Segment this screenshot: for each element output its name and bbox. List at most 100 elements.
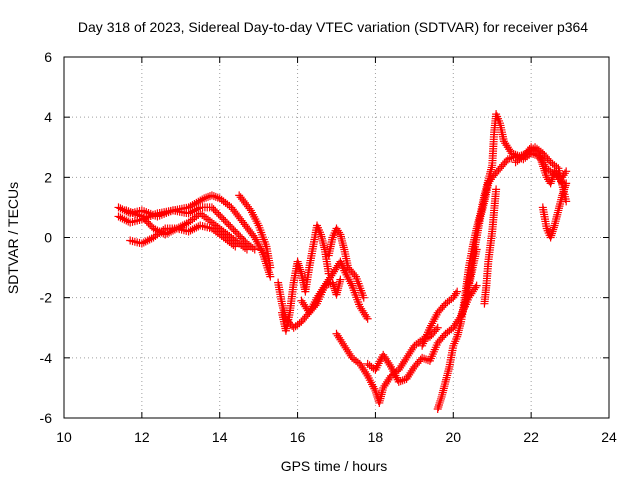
data-point — [485, 177, 494, 186]
data-point — [381, 379, 390, 388]
data-point — [139, 238, 148, 247]
data-point — [459, 305, 468, 314]
data-point — [212, 208, 221, 217]
data-point — [324, 269, 333, 278]
data-point — [192, 205, 201, 214]
data-point — [503, 155, 512, 164]
data-point — [492, 185, 501, 194]
data-point — [546, 179, 555, 188]
data-point — [505, 145, 514, 154]
data-point — [560, 183, 569, 192]
data-point — [219, 215, 228, 224]
data-point — [460, 299, 469, 308]
data-point — [221, 217, 230, 226]
series-track-10 — [332, 323, 442, 407]
data-point — [547, 175, 556, 184]
data-point — [457, 309, 466, 318]
data-point — [337, 337, 346, 346]
chart-title: Day 318 of 2023, Sidereal Day-to-day VTE… — [78, 19, 588, 35]
data-point — [114, 212, 123, 221]
data-point — [190, 206, 199, 215]
data-point — [547, 177, 556, 186]
data-point — [224, 220, 233, 229]
data-point — [209, 192, 218, 201]
data-point — [405, 349, 414, 358]
series-track-18 — [511, 143, 567, 188]
x-axis-label: GPS time / hours — [281, 458, 388, 474]
data-point — [207, 191, 216, 200]
data-point — [359, 365, 368, 374]
data-point — [406, 368, 415, 377]
data-point — [396, 377, 405, 386]
data-point — [165, 228, 174, 237]
data-point — [146, 221, 155, 230]
data-point — [433, 323, 442, 332]
data-point — [295, 319, 304, 328]
data-point — [120, 215, 129, 224]
data-point — [432, 325, 441, 334]
data-point — [336, 335, 345, 344]
data-point — [472, 281, 481, 290]
data-point — [502, 141, 511, 150]
data-point — [517, 153, 526, 162]
data-point — [467, 289, 476, 298]
data-point — [358, 306, 367, 315]
data-point — [296, 265, 305, 274]
data-point — [401, 355, 410, 364]
data-point — [143, 236, 152, 245]
data-point — [394, 377, 403, 386]
data-point — [405, 370, 414, 379]
data-point — [332, 224, 341, 233]
data-point — [402, 374, 411, 383]
data-point — [200, 194, 209, 203]
x-tick-label: 14 — [212, 429, 228, 445]
data-point — [403, 372, 412, 381]
data-point — [340, 341, 349, 350]
data-point — [507, 153, 516, 162]
data-point — [225, 201, 234, 210]
data-point — [141, 215, 150, 224]
data-point — [357, 304, 366, 313]
marks-layer — [114, 110, 571, 413]
data-point — [122, 216, 131, 225]
data-point — [556, 177, 565, 186]
data-point — [358, 363, 367, 372]
data-point — [357, 361, 366, 370]
data-point — [505, 154, 514, 163]
data-point — [383, 377, 392, 386]
data-point — [139, 214, 148, 223]
data-point — [451, 289, 460, 298]
series-track-16 — [480, 185, 501, 308]
data-point — [546, 233, 555, 242]
data-point — [439, 331, 448, 340]
data-point — [266, 272, 275, 281]
data-point — [499, 137, 508, 146]
data-point — [407, 366, 416, 375]
data-point — [184, 227, 193, 236]
data-point — [363, 314, 372, 323]
data-point — [345, 349, 354, 358]
data-point — [180, 220, 189, 229]
x-tick-label: 16 — [290, 429, 306, 445]
data-point — [555, 175, 564, 184]
data-point — [137, 239, 146, 248]
data-point — [116, 204, 125, 213]
data-point — [453, 287, 462, 296]
data-point — [550, 167, 559, 176]
data-point — [402, 353, 411, 362]
data-point — [297, 296, 306, 305]
data-point — [144, 219, 153, 228]
data-point — [188, 207, 197, 216]
data-point — [298, 298, 307, 307]
data-point — [116, 213, 125, 222]
data-point — [229, 241, 238, 250]
data-point — [204, 192, 213, 201]
data-point — [186, 208, 195, 217]
data-point — [471, 283, 480, 292]
data-point — [436, 396, 445, 405]
data-point — [114, 203, 123, 212]
data-point — [399, 357, 408, 366]
y-tick-label: 0 — [44, 230, 52, 246]
data-point — [551, 169, 560, 178]
data-point — [231, 242, 240, 251]
